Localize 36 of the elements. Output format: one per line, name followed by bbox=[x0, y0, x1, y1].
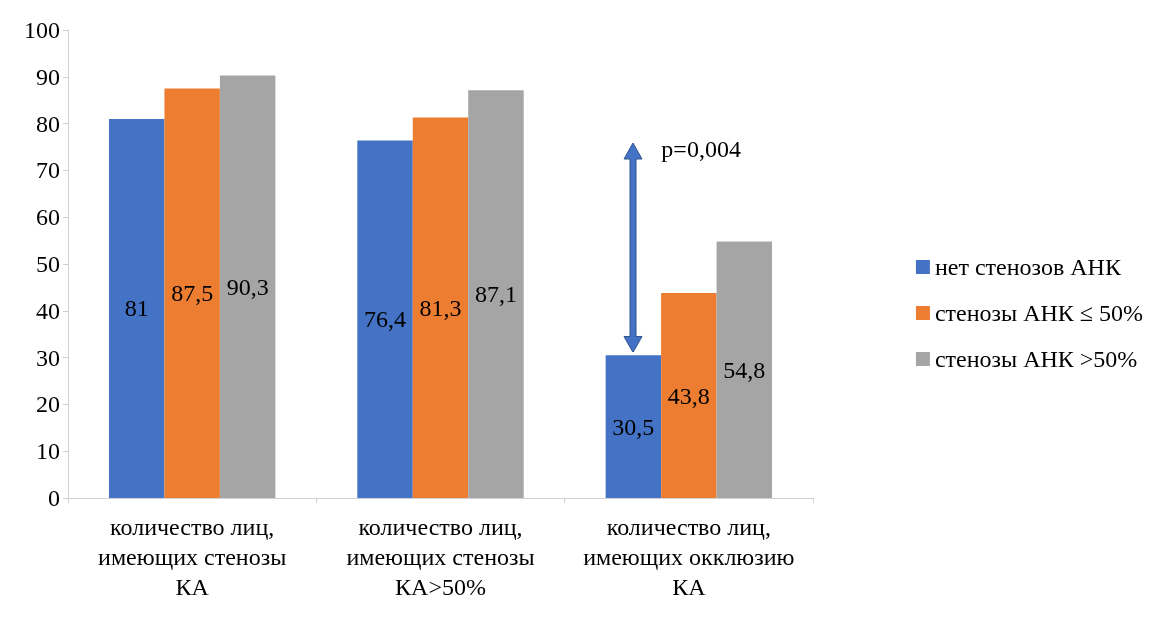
y-tick-label: 30 bbox=[36, 344, 60, 371]
bar bbox=[661, 293, 717, 498]
y-tick-label: 60 bbox=[36, 204, 60, 231]
data-label: 87,1 bbox=[474, 281, 517, 308]
x-tick-label: количество лиц, имеющих стенозы КА bbox=[98, 514, 287, 600]
data-label: 87,5 bbox=[171, 280, 214, 307]
bar bbox=[108, 118, 165, 498]
y-tick-label: 50 bbox=[36, 251, 60, 277]
y-tick-label: 70 bbox=[36, 157, 60, 184]
legend-label: нет стенозов АНК bbox=[934, 254, 1122, 280]
data-label: 90,3 bbox=[226, 273, 269, 300]
y-tick-label: 10 bbox=[36, 438, 60, 465]
bar bbox=[716, 241, 773, 498]
data-label: 81,3 bbox=[419, 294, 462, 321]
bar bbox=[468, 90, 524, 498]
data-label: 81 bbox=[124, 295, 149, 322]
x-tick-label: количество лиц, имеющих окклюзию КА bbox=[583, 514, 795, 600]
annotation: p=0,004 bbox=[661, 135, 741, 162]
data-label: 43,8 bbox=[667, 382, 710, 409]
y-tick-label: 100 bbox=[24, 17, 60, 43]
bar bbox=[357, 140, 413, 498]
y-tick-label: 90 bbox=[36, 63, 60, 90]
data-label: 30,5 bbox=[612, 413, 655, 440]
bar bbox=[164, 88, 220, 498]
legend-label: стенозы АНК ≤ 50% bbox=[934, 300, 1144, 326]
y-tick-label: 80 bbox=[36, 110, 60, 137]
y-tick-label: 20 bbox=[36, 391, 60, 418]
y-tick-label: 40 bbox=[36, 297, 60, 324]
y-tick-label: 0 bbox=[48, 485, 60, 511]
data-label: 76,4 bbox=[364, 306, 407, 333]
x-tick-label: количество лиц, имеющих стенозы КА>50% bbox=[346, 514, 535, 600]
bar bbox=[219, 75, 276, 498]
data-label: 54,8 bbox=[723, 356, 766, 383]
legend-label: стенозы АНК >50% bbox=[934, 346, 1138, 372]
bar bbox=[605, 355, 662, 498]
bar bbox=[412, 117, 469, 498]
